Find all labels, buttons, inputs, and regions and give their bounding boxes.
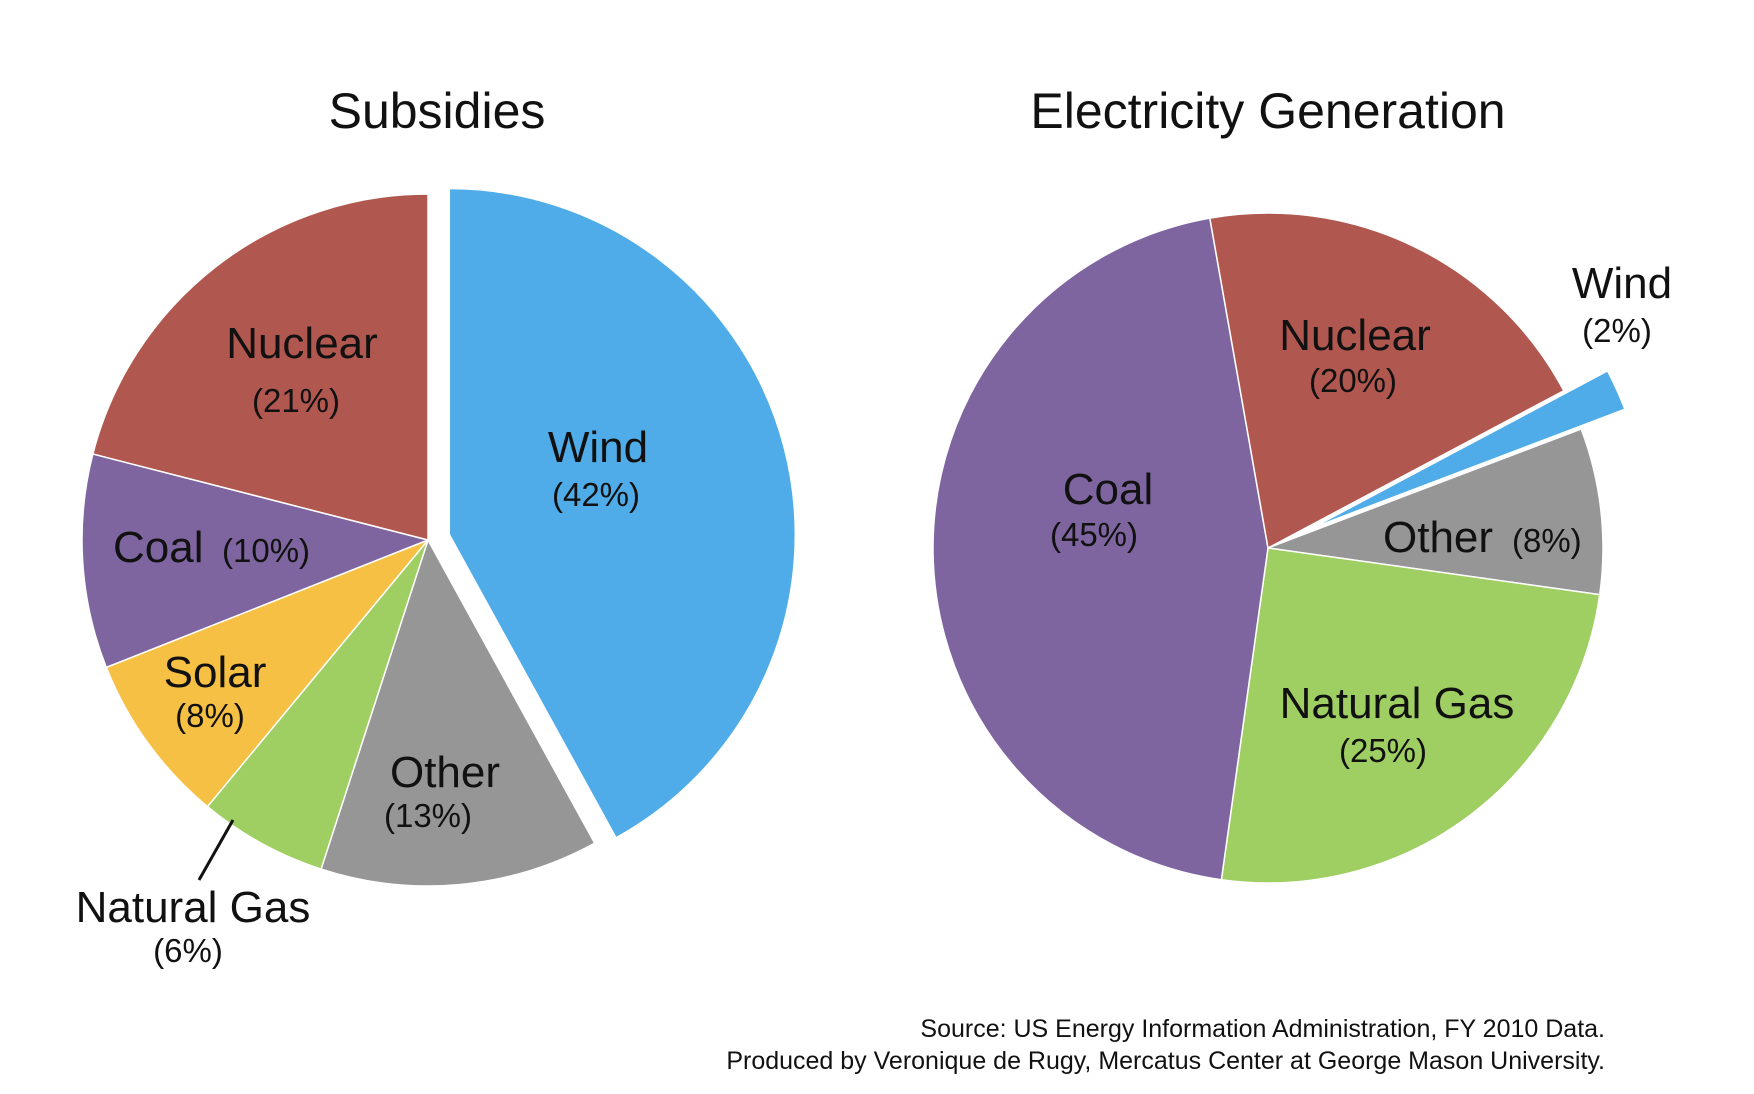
generation-nuclear-value: (20%) bbox=[1309, 362, 1397, 399]
generation-coal-value: (45%) bbox=[1050, 516, 1138, 553]
subsidies-labels: Wind (42%) Nuclear (21%) Coal (10%) Sola… bbox=[76, 319, 649, 969]
generation-nuclear-slice bbox=[1208, 212, 1565, 550]
source-line-1: Source: US Energy Information Administra… bbox=[920, 1015, 1605, 1043]
generation-pie bbox=[932, 212, 1626, 884]
generation-natural-gas-slice bbox=[1220, 547, 1601, 884]
generation-wind-slice bbox=[1311, 369, 1626, 529]
generation-coal-label: Coal bbox=[1063, 465, 1154, 514]
subsidies-coal-value: (10%) bbox=[222, 532, 310, 569]
subsidies-wind-slice bbox=[448, 187, 797, 839]
generation-wind-value: (2%) bbox=[1582, 312, 1652, 349]
subsidies-natural-gas-leader-line bbox=[197, 819, 235, 881]
subsidies-wind-value: (42%) bbox=[552, 476, 640, 513]
subsidies-chart-title: Subsidies bbox=[329, 83, 546, 139]
subsidies-nuclear-value: (21%) bbox=[252, 382, 340, 419]
generation-other-slice bbox=[1267, 428, 1604, 596]
generation-labels: Coal (45%) Nuclear (20%) Wind (2%) Other… bbox=[1050, 259, 1672, 769]
subsidies-wind-label: Wind bbox=[548, 423, 648, 472]
subsidies-solar-value: (8%) bbox=[175, 697, 245, 734]
subsidies-other-value: (13%) bbox=[384, 797, 472, 834]
generation-nuclear-label: Nuclear bbox=[1279, 311, 1431, 360]
generation-wind-label: Wind bbox=[1572, 259, 1672, 308]
source-line-2: Produced by Veronique de Rugy, Mercatus … bbox=[726, 1047, 1605, 1075]
generation-natural-gas-label: Natural Gas bbox=[1280, 679, 1515, 728]
generation-coal-slice bbox=[932, 217, 1269, 881]
subsidies-other-slice bbox=[320, 538, 596, 887]
subsidies-pie bbox=[81, 187, 797, 887]
subsidies-coal-label: Coal bbox=[113, 523, 204, 572]
subsidies-natural-gas-label: Natural Gas bbox=[76, 883, 311, 932]
subsidies-natural-gas-value: (6%) bbox=[153, 932, 223, 969]
subsidies-solar-slice bbox=[105, 539, 429, 808]
subsidies-natural-gas-slice bbox=[206, 539, 429, 871]
subsidies-nuclear-label: Nuclear bbox=[226, 319, 378, 368]
subsidies-nuclear-slice bbox=[91, 193, 429, 541]
subsidies-other-label: Other bbox=[390, 748, 500, 797]
subsidies-coal-slice bbox=[81, 453, 431, 669]
generation-chart-title: Electricity Generation bbox=[1030, 83, 1505, 139]
generation-other-value: (8%) bbox=[1512, 522, 1582, 559]
subsidies-solar-label: Solar bbox=[164, 648, 267, 697]
generation-natural-gas-value: (25%) bbox=[1339, 732, 1427, 769]
generation-other-label: Other bbox=[1383, 513, 1493, 562]
